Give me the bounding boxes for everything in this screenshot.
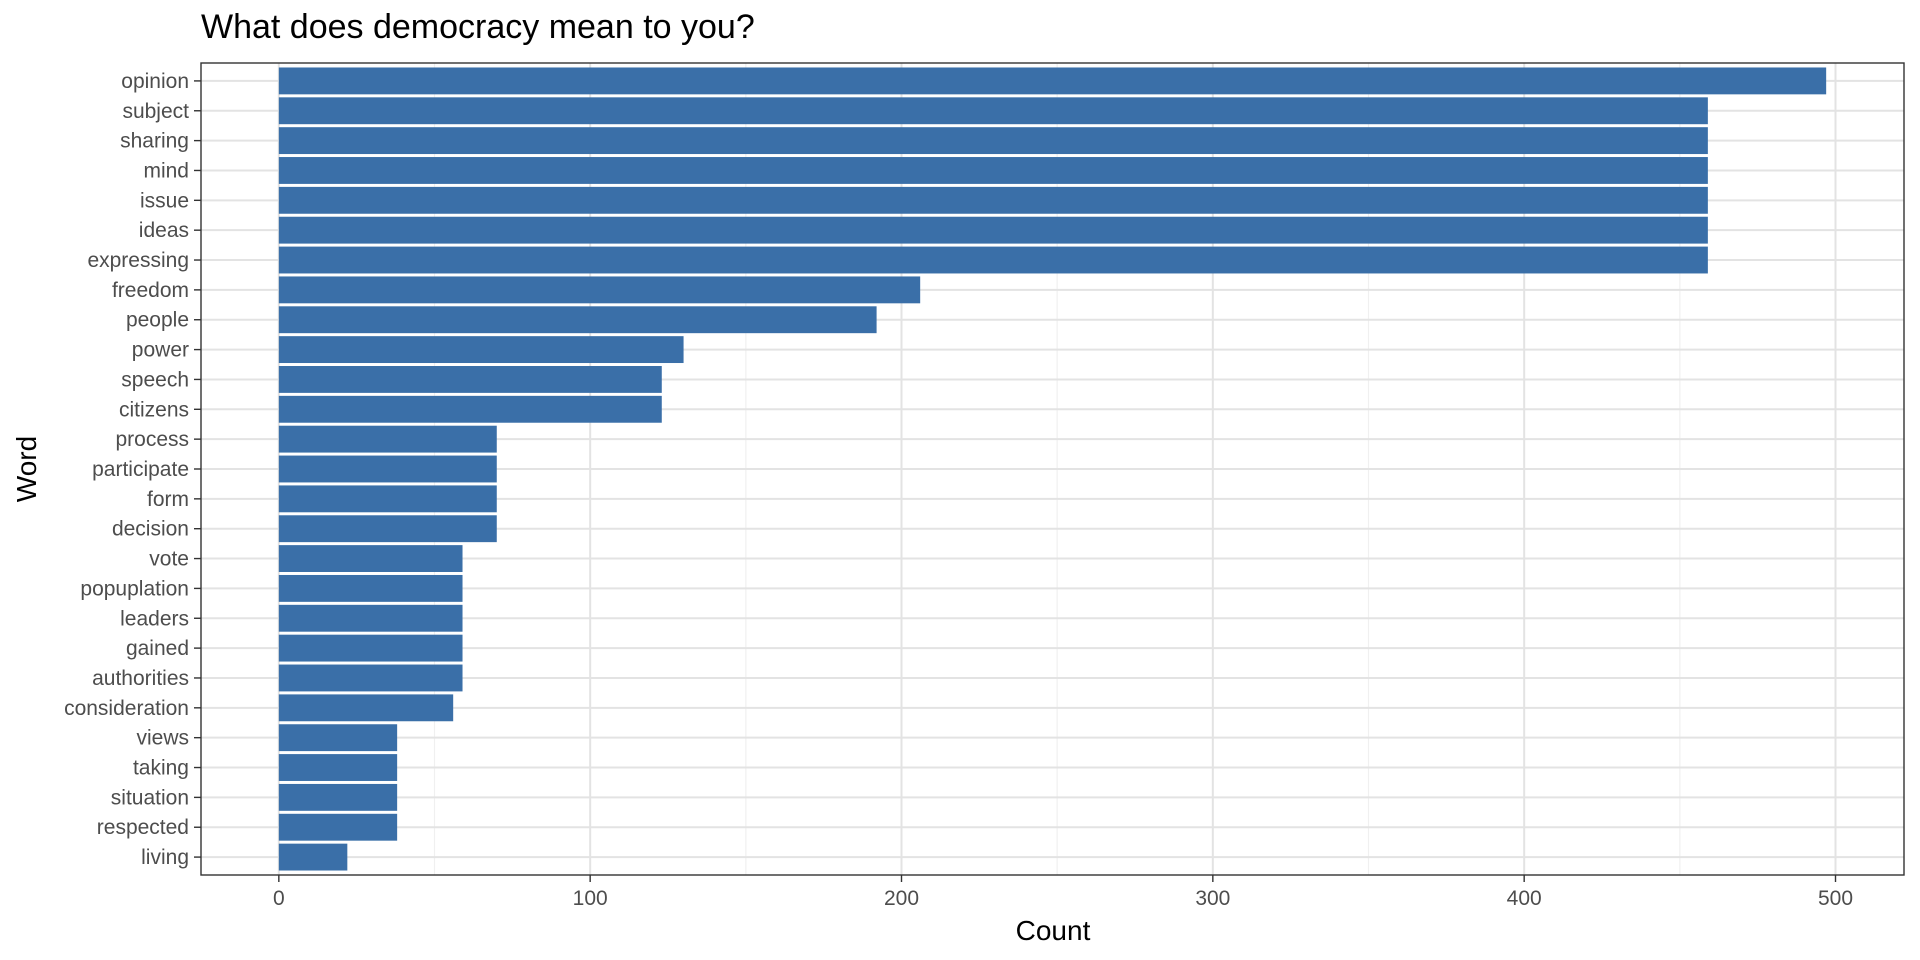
y-tick-label-situation: situation xyxy=(111,786,189,809)
bar-gained xyxy=(278,634,463,662)
y-tick-label-ideas: ideas xyxy=(139,219,189,242)
y-tick-label-leaders: leaders xyxy=(120,607,189,630)
bar-taking xyxy=(278,754,398,781)
x-tick-label: 400 xyxy=(1507,887,1542,910)
bar-views xyxy=(278,724,398,752)
y-axis: opinion subject sharing mind issue ideas expre… xyxy=(64,70,201,869)
bar-subject xyxy=(278,97,1708,125)
x-tick-label: 200 xyxy=(884,887,919,910)
y-tick-label-process: process xyxy=(115,428,189,451)
bar-form xyxy=(278,485,497,513)
x-axis-title: Count xyxy=(1016,915,1091,946)
x-tick-label: 300 xyxy=(1195,887,1230,910)
bar-situation xyxy=(278,783,398,811)
y-tick-label-gained: gained xyxy=(126,637,189,660)
y-tick-label-subject: subject xyxy=(122,100,189,123)
bar-living xyxy=(278,843,348,871)
y-tick-label-sharing: sharing xyxy=(120,130,189,153)
y-tick-label-people: people xyxy=(126,309,189,332)
bar-process xyxy=(278,425,497,453)
y-tick-label-power: power xyxy=(132,339,189,362)
y-tick-label-respected: respected xyxy=(97,816,189,839)
y-tick-label-freedom: freedom xyxy=(112,279,189,302)
bar-people xyxy=(278,306,877,334)
y-tick-label-vote: vote xyxy=(149,548,189,571)
x-tick-label: 500 xyxy=(1818,887,1853,910)
y-axis-title: Word xyxy=(11,436,42,502)
x-tick-label: 0 xyxy=(273,887,285,910)
y-tick-label-citizens: citizens xyxy=(119,398,189,421)
bar-vote xyxy=(278,545,463,572)
bar-respected xyxy=(278,813,398,841)
y-tick-label-consideration: consideration xyxy=(64,697,189,720)
bar-expressing xyxy=(278,246,1708,274)
bar-mind xyxy=(278,157,1708,184)
bar-citizens xyxy=(278,395,662,423)
x-axis: 0 100 200 300 400 500 xyxy=(273,875,1853,910)
chart-title: What does democracy mean to you? xyxy=(201,8,755,46)
bar-sharing xyxy=(278,127,1708,155)
bar-consideration xyxy=(278,694,454,722)
bar-popuplation xyxy=(278,574,463,602)
y-tick-label-decision: decision xyxy=(112,518,189,541)
y-tick-label-views: views xyxy=(136,727,189,750)
bar-participate xyxy=(278,455,497,483)
bars xyxy=(278,67,1827,871)
bar-decision xyxy=(278,515,497,543)
y-tick-label-opinion: opinion xyxy=(121,70,189,93)
y-tick-label-mind: mind xyxy=(143,159,189,182)
y-tick-label-form: form xyxy=(147,488,189,511)
bar-authorities xyxy=(278,664,463,692)
y-tick-label-living: living xyxy=(141,846,189,869)
y-tick-label-participate: participate xyxy=(92,458,189,481)
y-tick-label-popuplation: popuplation xyxy=(80,577,189,600)
bar-opinion xyxy=(278,67,1827,95)
bar-speech xyxy=(278,366,662,393)
bar-power xyxy=(278,336,684,364)
y-tick-label-taking: taking xyxy=(133,757,189,780)
bar-leaders xyxy=(278,604,463,632)
y-tick-label-expressing: expressing xyxy=(87,249,189,272)
y-tick-label-authorities: authorities xyxy=(92,667,189,690)
bar-issue xyxy=(278,186,1708,214)
bar-freedom xyxy=(278,276,921,304)
bar-ideas xyxy=(278,216,1708,244)
x-tick-label: 100 xyxy=(573,887,608,910)
y-tick-label-speech: speech xyxy=(121,368,189,391)
y-tick-label-issue: issue xyxy=(140,189,189,212)
